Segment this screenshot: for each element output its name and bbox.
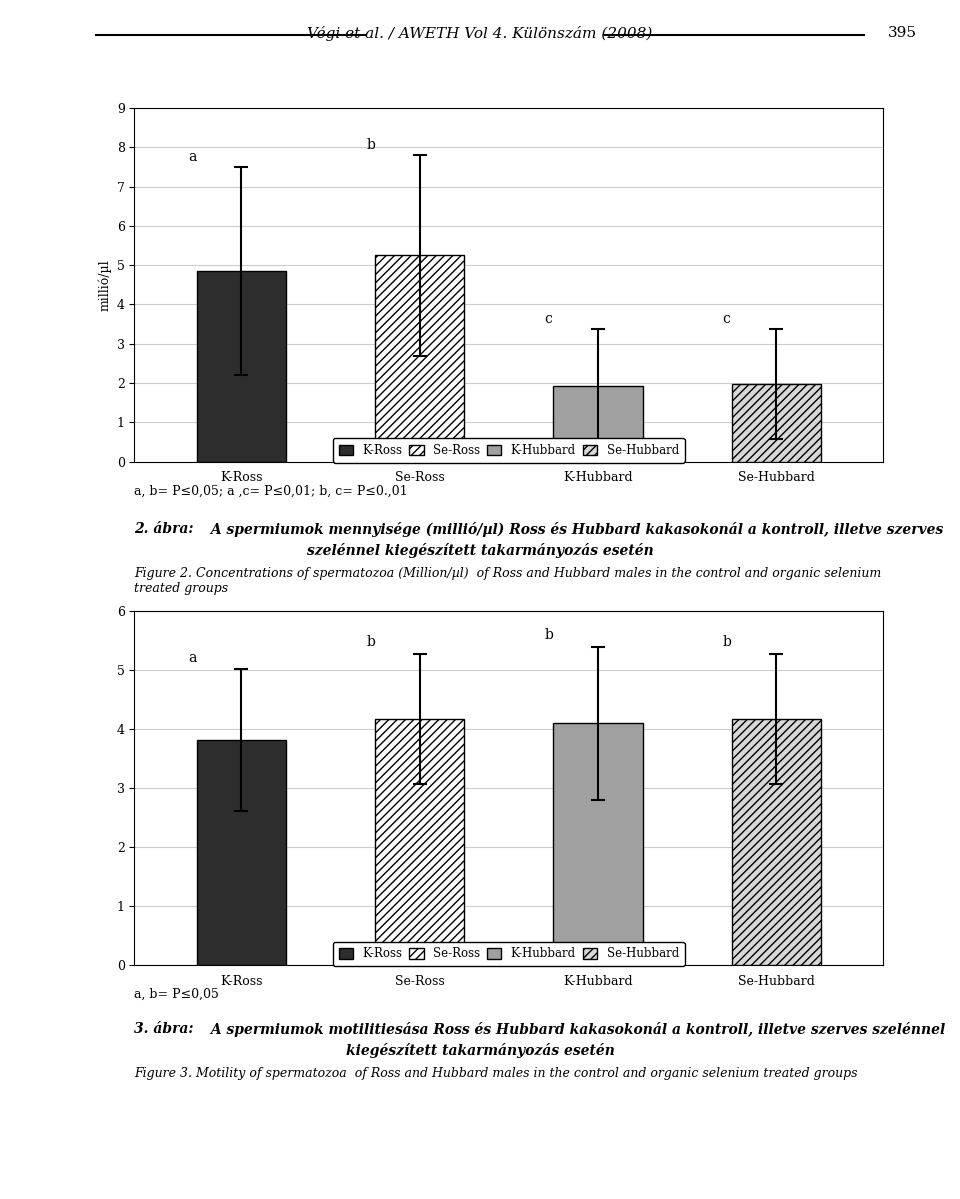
Text: a: a [188, 150, 196, 164]
Text: szelénnel kiegészített takarmányozás esetén: szelénnel kiegészített takarmányozás ese… [306, 543, 654, 559]
Text: c: c [544, 312, 552, 326]
Bar [375, 255, 465, 462]
Text: Figure 3. Motility of spermatozoa  of Ross and Hubbard males in the control and : Figure 3. Motility of spermatozoa of Ros… [134, 1067, 858, 1080]
Text: a: a [188, 651, 196, 664]
Text: 2. ábra:: 2. ábra: [134, 522, 194, 536]
Text: A spermiumok mennyisége (millió/µl) Ross és Hubbard kakasokonál a kontroll, ille: A spermiumok mennyisége (millió/µl) Ross… [206, 522, 944, 537]
Y-axis label: millió/µl: millió/µl [98, 259, 111, 311]
Text: a, b= P≤0,05: a, b= P≤0,05 [134, 988, 219, 1001]
Bar [553, 386, 642, 462]
Bar [553, 723, 642, 965]
Bar [732, 718, 821, 965]
Text: Végi et al. / AWETH Vol 4. Különszám (2008): Végi et al. / AWETH Vol 4. Különszám (20… [307, 26, 653, 42]
Text: b: b [544, 628, 553, 643]
Text: b: b [366, 138, 375, 152]
Legend: K-Ross, Se-Ross, K-Hubbard, Se-Hubbard: K-Ross, Se-Ross, K-Hubbard, Se-Hubbard [333, 941, 684, 966]
Text: a, b= P≤0,05; a ,c= P≤0,01; b, c= P≤0.,01: a, b= P≤0,05; a ,c= P≤0,01; b, c= P≤0.,0… [134, 484, 408, 498]
Text: c: c [723, 312, 731, 326]
Bar [732, 384, 821, 462]
Text: kiegészített takarmányozás esetén: kiegészített takarmányozás esetén [346, 1043, 614, 1059]
Legend: K-Ross, Se-Ross, K-Hubbard, Se-Hubbard: K-Ross, Se-Ross, K-Hubbard, Se-Hubbard [333, 438, 684, 463]
Text: b: b [723, 635, 732, 649]
Bar [197, 740, 286, 965]
Text: 3. ábra:: 3. ábra: [134, 1022, 194, 1036]
Text: Figure 2. Concentrations of spermatozoa (Million/µl)  of Ross and Hubbard males : Figure 2. Concentrations of spermatozoa … [134, 567, 881, 595]
Text: 395: 395 [888, 26, 917, 41]
Bar [375, 718, 465, 965]
Text: b: b [366, 635, 375, 649]
Bar [197, 271, 286, 462]
Text: A spermiumok motilitiesása Ross és Hubbard kakasokonál a kontroll, illetve szerv: A spermiumok motilitiesása Ross és Hubba… [206, 1022, 946, 1037]
